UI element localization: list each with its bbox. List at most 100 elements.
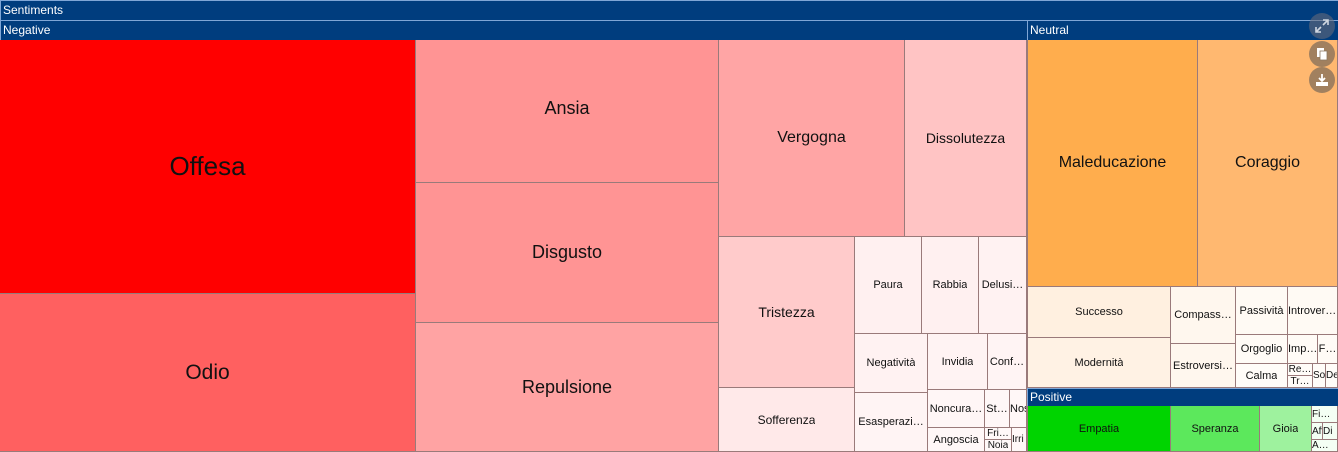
tile-vergogna[interactable]: Vergogna [719,40,905,237]
tile-gioia[interactable]: Gioia [1260,406,1312,452]
tile-label: Calma [1245,369,1278,382]
tile-label: Delusi… [981,279,1024,291]
tile-calma[interactable]: Calma [1236,364,1288,388]
tile-label: Sofferenza [757,412,816,427]
tile-odio[interactable]: Odio [0,294,416,452]
tile-label: Conf… [989,355,1025,368]
copy-button[interactable] [1309,41,1335,67]
tile-de[interactable]: De [1326,364,1338,388]
tile-label: So [1313,370,1325,381]
tile-modernita[interactable]: Modernità [1027,338,1171,388]
tile-repulsione[interactable]: Repulsione [416,323,719,452]
tile-label: Paura [873,279,903,291]
group-header-neutral[interactable]: Neutral [1027,20,1338,40]
download-button[interactable] [1309,67,1335,93]
tile-successo[interactable]: Successo [1027,287,1171,338]
group-header-positive[interactable]: Positive [1027,388,1338,406]
tile-introversione[interactable]: Introver… [1288,287,1338,335]
fullscreen-button[interactable] [1309,13,1335,39]
tile-label: Invidia [941,355,974,368]
tile-aff[interactable]: Aff [1312,423,1323,440]
tile-confusione[interactable]: Conf… [988,334,1027,390]
tile-label: Odio [185,360,230,384]
tile-negativita[interactable]: Negatività [855,334,928,393]
tile-empatia[interactable]: Empatia [1027,406,1171,452]
tile-label: F… [1318,343,1337,355]
tile-label: Aff [1312,425,1322,437]
tile-orgoglio[interactable]: Orgoglio [1236,335,1288,364]
tile-label: Successo [1075,306,1123,318]
download-icon [1316,74,1328,86]
tile-maleducazione[interactable]: Maleducazione [1027,40,1198,287]
tile-label: Orgoglio [1240,343,1283,355]
tile-imp[interactable]: Imp… [1288,335,1318,364]
tile-esasperazione[interactable]: Esasperazi… [855,393,928,452]
tile-label: Estroversi… [1173,359,1233,372]
tile-label: Disgusto [531,242,603,262]
tile-label: Speranza [1191,422,1239,435]
tile-label: Fi… [1312,408,1331,420]
tile-label: Fri… [987,428,1009,439]
tile-label: Di [1323,425,1333,437]
tile-dissolutezza[interactable]: Dissolutezza [905,40,1027,237]
tile-irritazione[interactable]: Irri [1012,428,1027,452]
tile-st[interactable]: St… [985,390,1010,428]
tile-a[interactable]: A… [1312,440,1338,452]
tile-passivita[interactable]: Passività [1236,287,1288,335]
tile-label: Coraggio [1235,154,1300,171]
tile-so[interactable]: So [1313,364,1326,388]
tile-label: Introver… [1288,304,1337,317]
tile-disgusto[interactable]: Disgusto [416,183,719,323]
tile-frustrazione[interactable]: Fri… [985,428,1012,440]
root-header[interactable]: Sentiments [0,0,1338,20]
tile-f[interactable]: F… [1318,335,1338,364]
tile-label: Irri [1012,434,1024,445]
tile-tr[interactable]: Tr… [1288,376,1313,388]
tile-delusione[interactable]: Delusi… [979,237,1027,334]
tile-label: Nos [1010,402,1026,415]
tile-label: Negatività [866,357,916,369]
tile-label: Passività [1239,304,1284,317]
tile-estroversione[interactable]: Estroversi… [1171,344,1236,388]
tile-re[interactable]: Re… [1288,364,1313,376]
tile-rabbia[interactable]: Rabbia [922,237,979,334]
tile-label: Tr… [1290,376,1310,387]
tile-label: Tristezza [758,304,815,320]
tile-sofferenza[interactable]: Sofferenza [719,388,855,452]
group-header-negative[interactable]: Negative [0,20,1027,40]
tile-invidia[interactable]: Invidia [928,334,988,390]
tile-label: Modernità [1074,356,1124,369]
tile-label: Repulsione [521,376,613,397]
tile-label: St… [986,402,1008,415]
tile-label: Noia [987,440,1009,451]
tile-angoscia[interactable]: Angoscia [928,428,985,452]
tile-noncuranza[interactable]: Noncura… [928,390,985,428]
tile-offesa[interactable]: Offesa [0,40,416,294]
tile-label: Dissolutezza [925,130,1006,146]
tile-tristezza[interactable]: Tristezza [719,237,855,388]
tile-fi[interactable]: Fi… [1312,406,1338,423]
tile-label: Angoscia [933,433,979,446]
tile-compassione[interactable]: Compass… [1171,287,1236,344]
tile-label: A… [1312,440,1329,451]
tile-label: Empatia [1078,422,1120,435]
tile-label: De [1326,370,1337,381]
tile-label: Noncura… [929,402,983,415]
tile-label: Compass… [1174,309,1232,321]
tile-ansia[interactable]: Ansia [416,40,719,183]
tile-label: Imp… [1288,343,1317,355]
tile-label: Ansia [544,98,590,118]
tile-nostalgia[interactable]: Nos [1010,390,1027,428]
tile-label: Rabbia [932,279,968,291]
tile-di[interactable]: Di [1323,423,1338,440]
tile-label: Vergogna [777,129,846,146]
copy-icon [1317,48,1328,61]
tile-label: Offesa [169,151,246,181]
tile-label: Esasperazi… [858,416,924,428]
tile-noia[interactable]: Noia [985,440,1012,452]
tile-label: Maleducazione [1058,154,1167,171]
tile-label: Gioia [1272,422,1299,435]
tile-paura[interactable]: Paura [855,237,922,334]
tile-speranza[interactable]: Speranza [1171,406,1260,452]
expand-icon [1315,19,1329,33]
